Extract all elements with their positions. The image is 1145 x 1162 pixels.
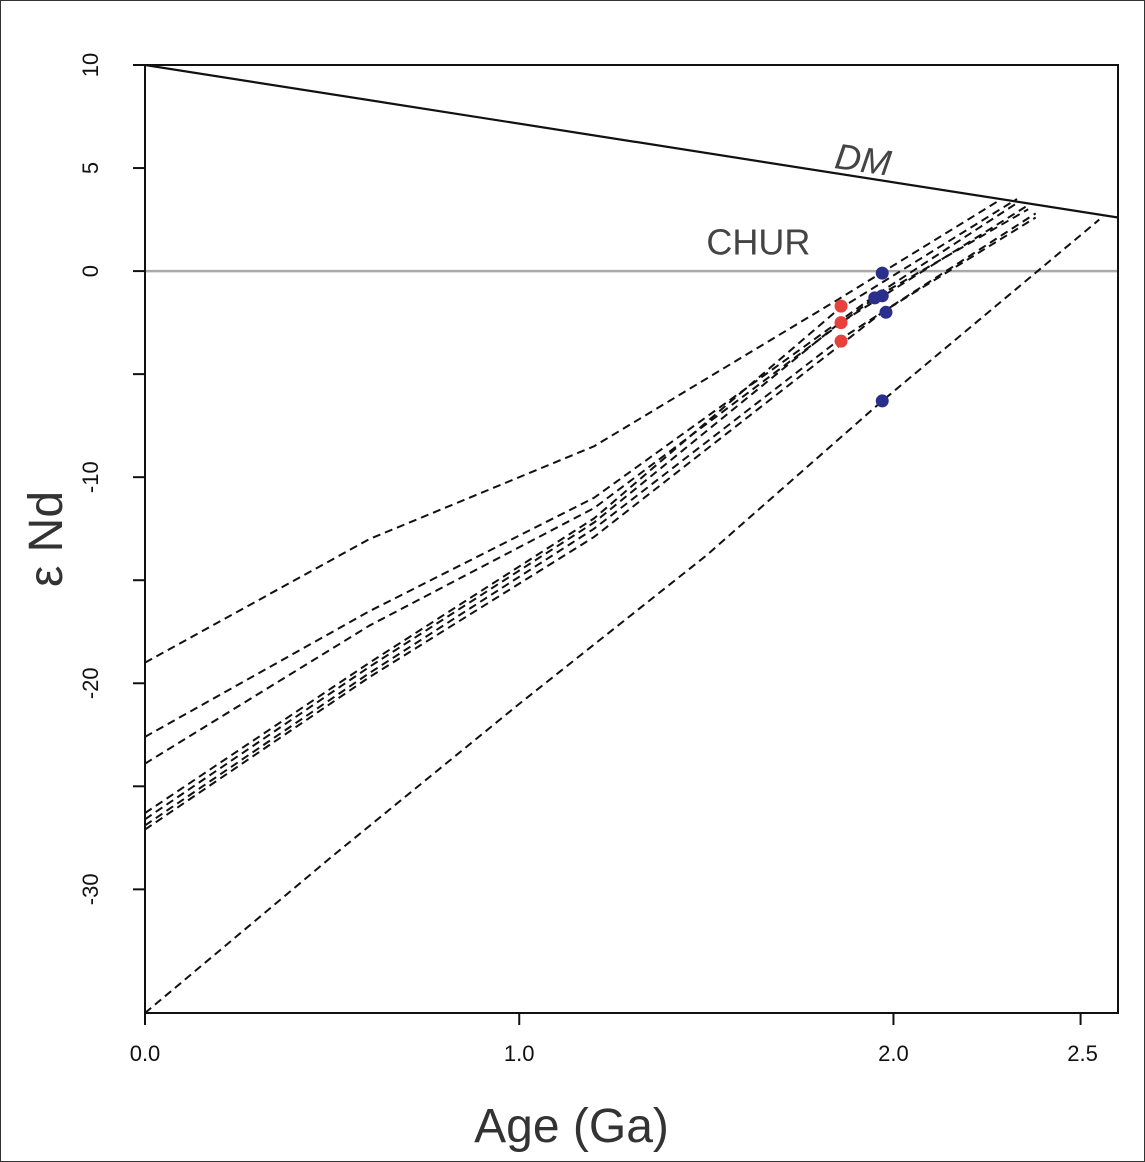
x-tick-label: 1.0	[504, 1041, 535, 1066]
evolution-line-1	[145, 200, 999, 664]
x-tick-label: 0.0	[130, 1041, 161, 1066]
evolution-line-4	[145, 198, 1018, 814]
label-chur: CHUR	[706, 222, 810, 263]
y-tick-label: 10	[78, 53, 103, 77]
data-point-8	[875, 394, 889, 408]
label-dm: DM	[832, 135, 893, 183]
y-axis-title: ε Nd	[20, 491, 73, 587]
x-axis: 0.0 1.0 2.0 2.5	[130, 1013, 1098, 1066]
evolution-line-8	[145, 218, 1100, 1013]
y-tick-label: 0	[78, 265, 103, 277]
data-point-6	[868, 291, 882, 305]
data-point-3	[834, 334, 848, 348]
y-tick-label: -20	[78, 667, 103, 699]
evolution-line-7	[145, 216, 1037, 831]
data-point-7	[879, 305, 893, 319]
plot-border	[144, 64, 1119, 1014]
data-point-4	[875, 266, 889, 280]
x-axis-title: Age (Ga)	[474, 1100, 669, 1153]
evolution-line-5	[145, 204, 1029, 821]
y-tick-label: 5	[78, 162, 103, 174]
y-axis: 10 5 0 -10 -20 -30	[78, 53, 145, 905]
x-tick-label: 2.5	[1067, 1041, 1098, 1066]
evolution-line-2	[145, 202, 1018, 738]
evolution-line-3	[145, 208, 1029, 765]
data-point-1	[834, 299, 848, 313]
x-tick-label: 2.0	[878, 1041, 909, 1066]
plot-area	[145, 65, 1118, 1013]
y-tick-label: -30	[78, 873, 103, 905]
evolution-line-6	[145, 212, 1037, 827]
y-tick-label: -10	[78, 461, 103, 493]
data-point-2	[834, 316, 848, 330]
reference-line-dm	[145, 65, 1118, 219]
